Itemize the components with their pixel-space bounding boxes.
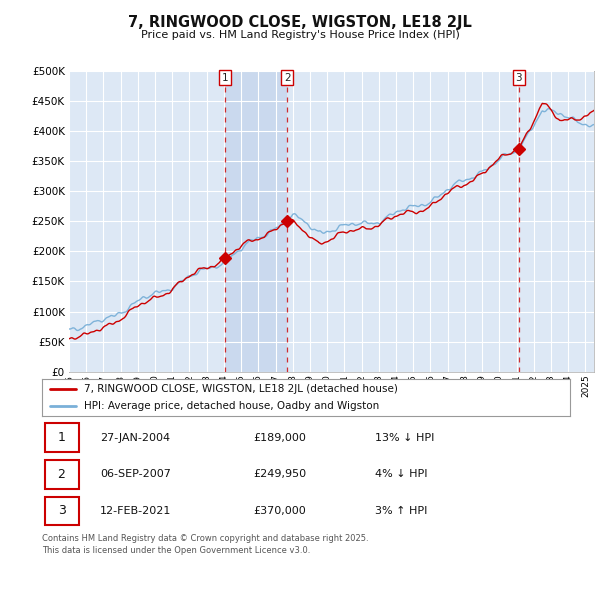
Text: 7, RINGWOOD CLOSE, WIGSTON, LE18 2JL: 7, RINGWOOD CLOSE, WIGSTON, LE18 2JL	[128, 15, 472, 30]
Text: 13% ↓ HPI: 13% ↓ HPI	[374, 433, 434, 442]
Text: 7, RINGWOOD CLOSE, WIGSTON, LE18 2JL (detached house): 7, RINGWOOD CLOSE, WIGSTON, LE18 2JL (de…	[84, 384, 398, 394]
Text: Price paid vs. HM Land Registry's House Price Index (HPI): Price paid vs. HM Land Registry's House …	[140, 30, 460, 40]
Text: 1: 1	[222, 73, 229, 83]
Text: 3% ↑ HPI: 3% ↑ HPI	[374, 506, 427, 516]
Text: 2: 2	[284, 73, 290, 83]
Text: 12-FEB-2021: 12-FEB-2021	[100, 506, 172, 516]
Text: HPI: Average price, detached house, Oadby and Wigston: HPI: Average price, detached house, Oadb…	[84, 401, 379, 411]
Bar	[225, 71, 287, 372]
Text: 3: 3	[515, 73, 522, 83]
Text: £249,950: £249,950	[253, 470, 307, 479]
Text: 27-JAN-2004: 27-JAN-2004	[100, 433, 170, 442]
Bar	[44, 497, 79, 525]
Bar	[44, 424, 79, 452]
Text: £370,000: £370,000	[253, 506, 306, 516]
Text: 1: 1	[58, 431, 65, 444]
Bar	[44, 460, 79, 489]
Text: Contains HM Land Registry data © Crown copyright and database right 2025.
This d: Contains HM Land Registry data © Crown c…	[42, 534, 368, 555]
Text: 2: 2	[58, 468, 65, 481]
Text: 3: 3	[58, 504, 65, 517]
Text: 06-SEP-2007: 06-SEP-2007	[100, 470, 171, 479]
Text: £189,000: £189,000	[253, 433, 306, 442]
Text: 4% ↓ HPI: 4% ↓ HPI	[374, 470, 427, 479]
